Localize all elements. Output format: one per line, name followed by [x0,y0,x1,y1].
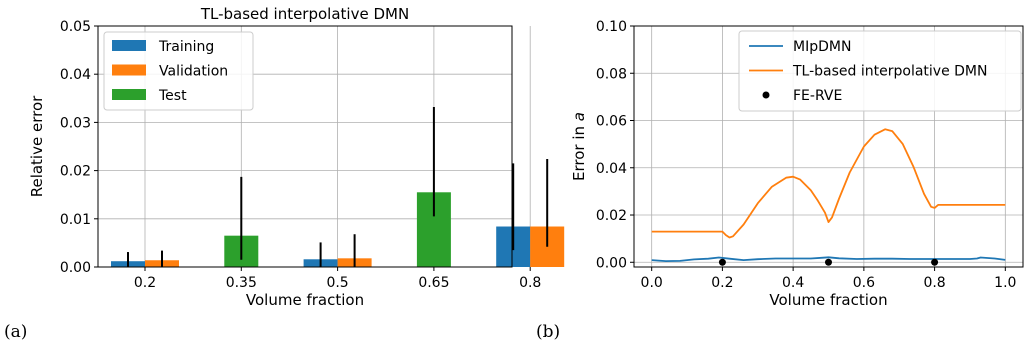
a-y-tick-label: 0.00 [60,260,91,276]
panel-a-error-bars [127,106,549,267]
b-y-tick-label: 0.06 [596,114,627,130]
line-mipdmn [651,256,1006,263]
b-y-tick-label: 0.04 [596,161,627,177]
panel-b-legend: MIpDMN TL-based interpolative DMN FE-RVE [738,30,1022,112]
b-x-tick-label: 0.0 [641,275,663,291]
b-y-tick-label: 0.08 [596,66,627,82]
legend-label-test: Test [158,88,187,104]
a-y-tick-label: 0.01 [60,212,91,228]
b-x-tick-label: 1.0 [994,275,1016,291]
fe-rve-point [825,258,832,266]
panel-a-legend: Training Validation Test [103,31,254,111]
panel-b-y-ticks: 0.00 0.02 0.04 0.06 0.08 0.10 [596,19,634,271]
a-x-tick-label: 0.65 [418,275,449,291]
panel-a-axes-frame [97,25,513,268]
b-y-tick-label: 0.10 [596,19,627,35]
legend-swatch-validation [112,64,146,76]
a-x-tick-label: 0.8 [519,275,541,291]
b-x-tick-label: 0.8 [923,275,945,291]
a-y-tick-label: 0.05 [60,19,91,35]
fe-rve-point [931,258,939,266]
panel-a-bar-chart: 0.2 0.35 0.5 0.65 0.8 0.000.010.020.030.040.… [4,5,565,342]
legend-label-training: Training [158,39,214,55]
a-y-tick-label: 0.04 [60,67,91,83]
panel-b-points [718,258,939,266]
a-y-tick-label: 0.03 [60,115,91,131]
a-x-tick-label: 0.2 [134,275,156,291]
panel-a-y-axis-label: Relative error [28,95,46,197]
legend-label-fe-rve: FE-RVE [793,88,842,104]
fe-rve-point [718,258,726,266]
legend-label-tl-based-interpolative-dmn: TL-based interpolative DMN [792,64,987,80]
b-y-tick-label: 0.02 [596,208,627,224]
a-x-tick-label: 0.5 [326,275,348,291]
b-x-tick-label: 0.6 [853,275,875,291]
legend-marker-fe-rve [762,91,770,99]
panel-b-x-axis-label: Volume fraction [769,291,887,309]
panel-a-x-axis-label: Volume fraction [246,291,364,309]
panel-b-axes-frame [633,25,1024,268]
panel-b-line-chart: 0.0 0.2 0.4 0.6 0.8 1.0 0.000.020.040.060.080… [536,19,1024,342]
panel-a-label: (a) [4,322,27,342]
panel-a-x-ticks: 0.2 0.35 0.5 0.65 0.8 [134,267,541,291]
legend-label-mipdmn: MIpDMN [793,39,851,55]
panel-b-lines [651,128,1006,263]
b-x-tick-label: 0.4 [782,275,804,291]
legend-swatch-training [112,40,146,51]
panel-b-x-ticks: 0.0 0.2 0.4 0.6 0.8 1.0 [641,267,1016,291]
b-y-tick-label: 0.00 [596,255,627,271]
panel-b-label: (b) [536,322,560,342]
line-tl-based-interpolative-dmn [651,128,1006,239]
panel-a-title: TL-based interpolative DMN [200,5,409,23]
b-legend-box [738,30,1022,112]
a-x-tick-label: 0.35 [226,275,257,291]
b-x-tick-label: 0.2 [711,275,733,291]
a-y-tick-label: 0.02 [60,164,91,180]
panel-a-y-ticks: 0.00 0.01 0.02 0.03 0.04 0.05 [60,19,98,276]
legend-label-validation: Validation [159,64,228,80]
legend-swatch-test [112,89,146,100]
panel-b-y-axis-label: Error in a [570,112,588,181]
